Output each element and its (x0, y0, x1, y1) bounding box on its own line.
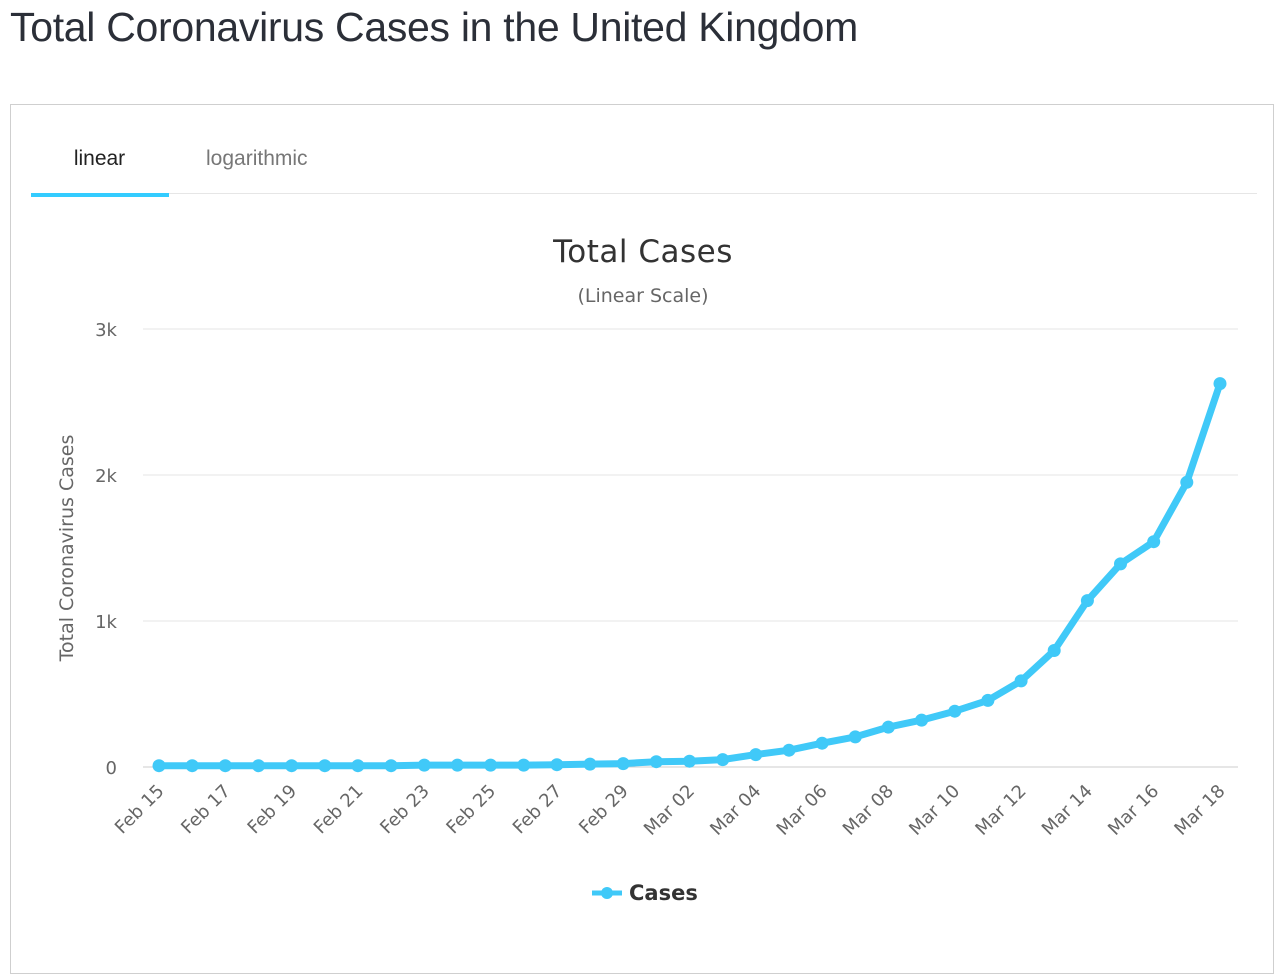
data-point[interactable] (782, 743, 796, 757)
data-point[interactable] (1147, 535, 1161, 549)
data-point[interactable] (948, 704, 962, 718)
data-point[interactable] (417, 758, 431, 772)
data-point[interactable] (318, 759, 332, 773)
legend[interactable]: Cases (592, 881, 698, 905)
data-point[interactable] (1213, 377, 1227, 391)
y-tick-label: 0 (106, 758, 117, 779)
x-tick-label: Feb 25 (442, 781, 500, 839)
data-point[interactable] (484, 758, 498, 772)
active-tab-indicator (31, 193, 169, 197)
data-point[interactable] (384, 759, 398, 773)
x-tick-label: Mar 16 (1104, 781, 1163, 840)
data-point[interactable] (252, 759, 265, 773)
grid-lines (143, 328, 1238, 768)
x-tick-label: Mar 12 (971, 781, 1030, 840)
x-axis-ticks: Feb 15 Feb 17 Feb 19 Feb 21 Feb 23 Feb 25 Feb … (111, 781, 1230, 840)
data-point[interactable] (616, 757, 630, 771)
x-tick-label: Feb 29 (575, 781, 633, 839)
data-point[interactable] (550, 758, 564, 772)
x-tick-label: Mar 04 (706, 781, 765, 840)
y-tick-label: 1k (95, 612, 117, 633)
data-point[interactable] (583, 757, 597, 771)
page-title: Total Coronavirus Cases in the United Ki… (10, 4, 858, 50)
x-tick-label: Mar 02 (640, 781, 699, 840)
data-point[interactable] (1047, 644, 1061, 657)
data-point[interactable] (517, 758, 531, 772)
legend-cases-marker (601, 887, 613, 899)
y-tick-label: 2k (95, 466, 117, 487)
x-tick-label: Feb 27 (509, 781, 567, 839)
y-axis-ticks: 0 1k 2k 3k (95, 320, 117, 779)
x-tick-label: Feb 23 (376, 781, 434, 839)
data-point[interactable] (716, 753, 730, 767)
chart-subtitle: (Linear Scale) (577, 285, 708, 307)
x-tick-label: Feb 17 (177, 781, 235, 839)
data-point[interactable] (981, 693, 995, 707)
tab-linear[interactable]: linear (73, 147, 126, 170)
chart-panel: linear logarithmic (10, 104, 1274, 974)
data-point[interactable] (683, 754, 696, 768)
data-point[interactable] (218, 759, 232, 773)
x-tick-label: Mar 10 (905, 781, 964, 840)
data-point[interactable] (915, 713, 929, 727)
y-axis-label: Total Coronavirus Cases (56, 435, 78, 663)
data-point[interactable] (285, 759, 299, 773)
data-point[interactable] (815, 736, 829, 750)
data-point[interactable] (1014, 674, 1028, 688)
data-point[interactable] (1180, 475, 1194, 489)
x-tick-label: Feb 15 (111, 781, 169, 839)
series-points-cases (152, 377, 1227, 773)
y-tick-label: 3k (95, 320, 117, 341)
data-point[interactable] (848, 730, 862, 744)
x-tick-label: Mar 14 (1038, 781, 1097, 840)
x-tick-label: Mar 08 (839, 781, 898, 840)
chart-title: Total Cases (552, 234, 733, 270)
tab-logarithmic[interactable]: logarithmic (206, 147, 308, 170)
series-line-cases (155, 380, 1224, 770)
data-point[interactable] (881, 720, 895, 734)
x-tick-label: Feb 19 (244, 781, 302, 839)
data-point[interactable] (152, 759, 166, 773)
data-point[interactable] (351, 759, 365, 773)
data-point[interactable] (1114, 557, 1127, 571)
x-tick-label: Mar 18 (1170, 781, 1229, 840)
x-tick-label: Mar 06 (773, 781, 832, 840)
data-point[interactable] (749, 748, 763, 762)
data-point[interactable] (1080, 594, 1094, 608)
scale-tabs: linear logarithmic (31, 105, 1257, 197)
data-point[interactable] (649, 755, 663, 769)
data-point[interactable] (450, 758, 464, 772)
data-point[interactable] (185, 759, 199, 773)
legend-cases-label: Cases (629, 881, 698, 905)
x-tick-label: Feb 21 (310, 781, 368, 839)
